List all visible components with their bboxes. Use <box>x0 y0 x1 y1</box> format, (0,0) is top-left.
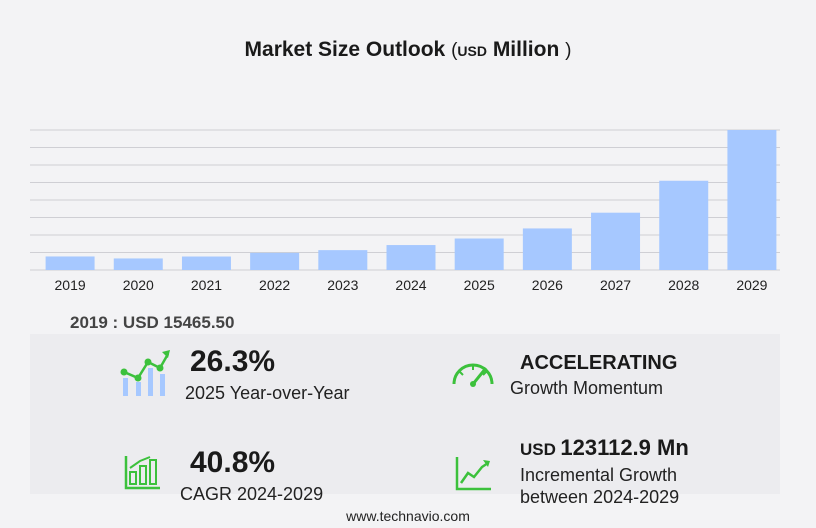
incremental-value: 123112.9 Mn <box>560 435 689 460</box>
x-tick-label: 2020 <box>123 277 154 293</box>
momentum-label: Growth Momentum <box>510 378 664 398</box>
title-unit: Million <box>492 38 560 61</box>
x-tick-label: 2029 <box>736 277 767 293</box>
x-tick-label: 2019 <box>55 277 86 293</box>
title-currency: USD <box>457 43 487 59</box>
x-tick-label: 2027 <box>600 277 631 293</box>
x-tick-label: 2028 <box>668 277 699 293</box>
bar-2019 <box>45 256 95 270</box>
chart-title: Market Size Outlook (USD Million ) <box>0 38 816 62</box>
bar-2022 <box>250 252 300 270</box>
momentum-value: ACCELERATING <box>520 352 678 374</box>
bar-2029 <box>727 130 777 270</box>
yoy-label: 2025 Year-over-Year <box>185 383 350 403</box>
x-tick-label: 2023 <box>327 277 358 293</box>
cagr-value: 40.8% <box>190 446 276 479</box>
bar-2025 <box>454 238 504 270</box>
base-year-value: 2019 : USD 15465.50 <box>70 313 235 332</box>
yoy-value: 26.3% <box>190 345 276 378</box>
bar-2024 <box>386 245 436 270</box>
incremental-currency: USD <box>520 440 556 459</box>
bar-2027 <box>591 212 641 270</box>
source-footer: www.technavio.com <box>346 508 470 524</box>
title-close-paren: ) <box>565 40 572 61</box>
chart-title-main: Market Size Outlook <box>244 38 446 61</box>
bar-2023 <box>318 250 368 270</box>
bar-2026 <box>522 228 572 270</box>
x-tick-label: 2024 <box>395 277 426 293</box>
cagr-label: CAGR 2024-2029 <box>180 484 324 504</box>
title-open-paren: ( <box>451 40 458 61</box>
gauge-icon <box>452 363 494 387</box>
bar-2021 <box>181 256 231 270</box>
incremental-label-1: Incremental Growth <box>520 465 678 485</box>
x-tick-label: 2022 <box>259 277 290 293</box>
line-growth-icon <box>455 457 491 491</box>
incremental-value-row: USD 123112.9 Mn <box>520 435 689 461</box>
bar-growth-icon <box>124 456 160 490</box>
incremental-label-2: between 2024-2029 <box>520 487 680 507</box>
bar-chart: 2019 2020 2021 2022 2023 2024 2025 2026 2027 2028… <box>30 129 780 293</box>
x-tick-label: 2021 <box>191 277 222 293</box>
x-tick-label: 2025 <box>464 277 495 293</box>
x-tick-label: 2026 <box>532 277 563 293</box>
bar-trend-icon <box>120 350 170 396</box>
bar-2020 <box>113 258 163 270</box>
bar-2028 <box>659 180 709 270</box>
